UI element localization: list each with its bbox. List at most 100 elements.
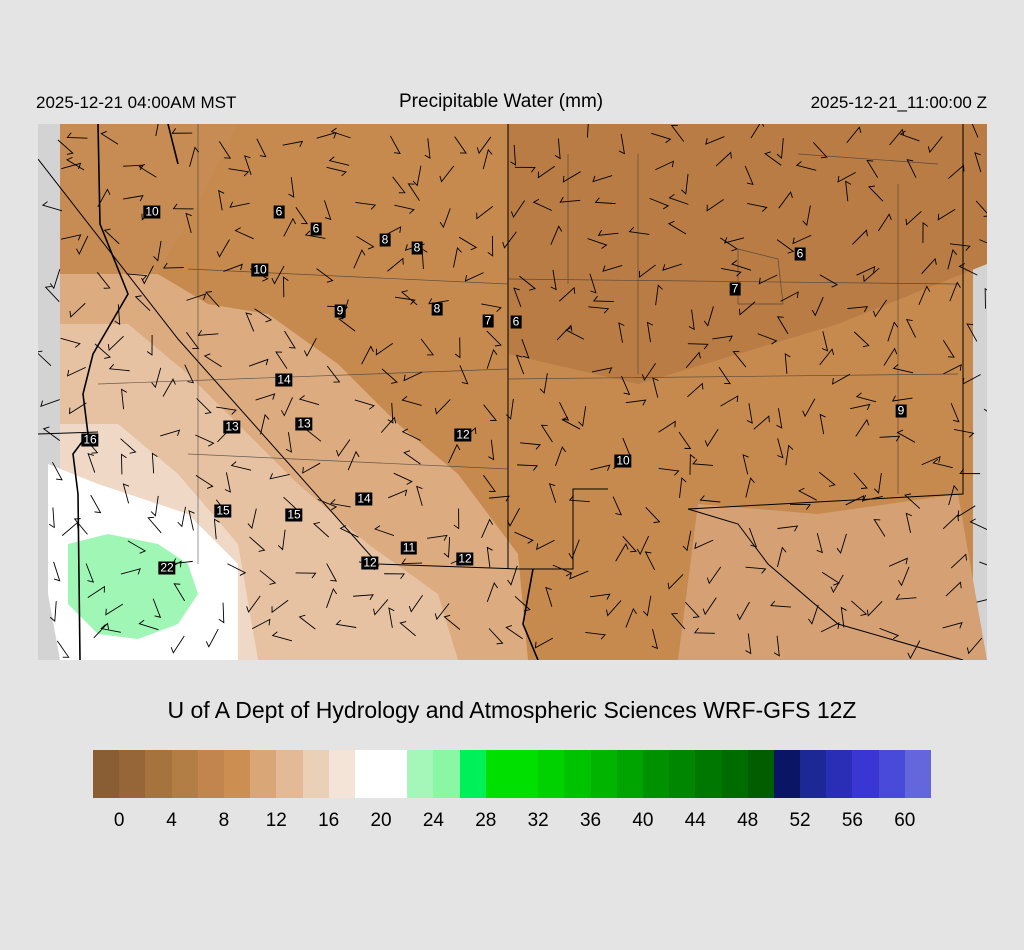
- wind-barb: [644, 551, 656, 571]
- wind-barb: [49, 269, 61, 290]
- wind-barb: [905, 210, 922, 226]
- wind-barb: [218, 189, 225, 211]
- colorbar-cell: [223, 750, 251, 798]
- wind-barb: [720, 395, 739, 407]
- wind-barb: [302, 462, 321, 474]
- wind-barb: [486, 582, 498, 602]
- wind-barb: [892, 364, 914, 374]
- wind-barb: [718, 366, 731, 385]
- wind-barb: [427, 534, 448, 541]
- wind-barb: [520, 442, 541, 450]
- wind-barb: [134, 295, 151, 312]
- wind-barb: [758, 274, 778, 285]
- wind-barb: [539, 373, 548, 394]
- wind-barb: [196, 398, 212, 414]
- wind-barb: [476, 136, 492, 155]
- wind-barb: [819, 413, 826, 435]
- wind-barb: [254, 308, 273, 323]
- wind-barb: [141, 265, 154, 285]
- wind-barb: [568, 495, 590, 503]
- wind-barb: [424, 138, 431, 159]
- wind-barb: [918, 285, 931, 306]
- wind-barb: [329, 499, 351, 508]
- station-label: 7: [482, 313, 494, 328]
- wind-barb: [185, 212, 192, 233]
- wind-barb: [853, 331, 870, 348]
- wind-barb: [453, 508, 460, 530]
- wind-barb: [108, 364, 130, 372]
- colorbar-tick-label: 56: [841, 810, 864, 831]
- wind-barb: [715, 151, 732, 167]
- wind-barb: [382, 226, 402, 237]
- wind-barb: [387, 257, 404, 272]
- wind-barb: [373, 599, 389, 616]
- wind-barb: [216, 239, 230, 258]
- wind-barb: [434, 603, 450, 621]
- wind-barb: [947, 249, 958, 270]
- wind-barb: [745, 633, 752, 655]
- wind-barb: [271, 631, 293, 642]
- wind-barb: [428, 298, 449, 305]
- wind-barb: [393, 472, 413, 485]
- wind-barb: [685, 351, 701, 369]
- colorbar-cell: [302, 750, 329, 798]
- colorbar-cell: [826, 750, 853, 798]
- wind-barb: [335, 619, 357, 628]
- station-label: 9: [334, 303, 346, 318]
- wind-barb: [962, 374, 981, 385]
- station-label: 12: [456, 551, 474, 566]
- wind-barb: [942, 514, 959, 530]
- wind-barb: [227, 563, 247, 576]
- wind-barb: [776, 239, 795, 254]
- wind-barb: [641, 363, 656, 381]
- wind-barb: [464, 272, 484, 282]
- wind-barb: [448, 443, 461, 464]
- wind-barb: [48, 507, 55, 529]
- wind-barb: [966, 637, 983, 655]
- wind-barb: [958, 263, 978, 276]
- colorbar-cell: [407, 750, 434, 798]
- wind-barb: [873, 473, 882, 494]
- wind-barb: [57, 139, 74, 155]
- wind-barb: [773, 635, 780, 657]
- wind-barb: [689, 453, 696, 475]
- wind-barb: [60, 337, 81, 348]
- wind-barb: [863, 267, 880, 283]
- wind-barb: [392, 176, 406, 194]
- wind-barb: [702, 597, 717, 616]
- wind-barb: [223, 263, 243, 272]
- wind-barb: [61, 234, 82, 241]
- wind-barb: [295, 206, 309, 225]
- wind-barb: [808, 604, 819, 625]
- wind-barb: [976, 599, 987, 603]
- wind-barb: [699, 495, 721, 503]
- wind-barb: [439, 165, 455, 183]
- wind-barb: [879, 627, 900, 640]
- station-label: 10: [143, 204, 161, 219]
- wind-barb: [288, 177, 295, 198]
- wind-barb: [146, 335, 153, 356]
- wind-barb: [514, 166, 536, 173]
- wind-barb: [514, 531, 534, 544]
- wind-barb: [205, 291, 220, 308]
- wind-barb: [42, 426, 61, 441]
- wind-barb: [888, 557, 908, 567]
- wind-barb: [816, 533, 823, 554]
- wind-barb: [304, 230, 326, 239]
- wind-barb: [505, 398, 514, 420]
- wind-barb: [476, 206, 493, 220]
- wind-barb: [195, 475, 214, 489]
- wind-barb: [712, 335, 733, 342]
- wind-barb: [328, 156, 350, 166]
- wind-barb: [298, 395, 320, 406]
- wind-barb: [271, 265, 285, 285]
- colorbar-cell: [590, 750, 617, 798]
- wind-barb: [681, 173, 689, 195]
- colorbar-cell: [171, 750, 198, 798]
- wind-barb: [891, 395, 913, 402]
- wind-barb: [38, 350, 52, 367]
- wind-barb: [645, 507, 661, 524]
- colorbar-cell: [354, 750, 382, 798]
- wind-barb: [459, 365, 469, 385]
- wind-barb: [565, 326, 585, 340]
